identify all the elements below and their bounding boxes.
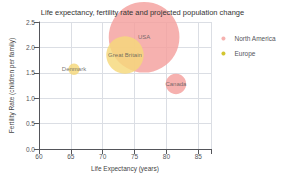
svg-text:1.5: 1.5 <box>26 69 35 76</box>
svg-text:2.5: 2.5 <box>26 19 35 26</box>
svg-text:0.0: 0.0 <box>26 146 35 153</box>
svg-text:Fertility Rate (children per f: Fertility Rate (children per family) <box>8 38 16 133</box>
svg-text:USA: USA <box>138 34 150 40</box>
svg-text:1.0: 1.0 <box>26 95 35 102</box>
svg-text:Denmark: Denmark <box>62 66 87 72</box>
svg-text:Life Expectancy (years): Life Expectancy (years) <box>91 165 159 173</box>
svg-text:Europe: Europe <box>234 50 255 58</box>
svg-text:85: 85 <box>195 153 203 160</box>
svg-text:Great Britain: Great Britain <box>108 52 142 58</box>
svg-text:75: 75 <box>131 153 139 160</box>
svg-text:North America: North America <box>234 35 276 42</box>
svg-text:2.0: 2.0 <box>26 44 35 51</box>
svg-text:0.5: 0.5 <box>26 120 35 127</box>
svg-text:Life expectancy, fertility rat: Life expectancy, fertility rate and proj… <box>41 8 244 17</box>
svg-text:65: 65 <box>67 153 75 160</box>
svg-text:Canada: Canada <box>165 81 187 87</box>
svg-text:60: 60 <box>35 153 43 160</box>
svg-text:70: 70 <box>99 153 107 160</box>
svg-text:80: 80 <box>163 153 171 160</box>
